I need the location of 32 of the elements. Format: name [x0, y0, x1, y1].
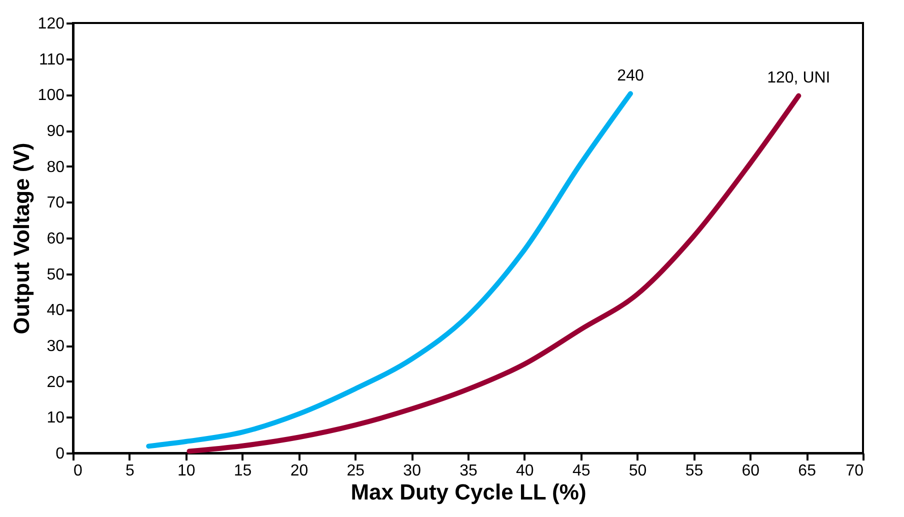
x-tick-label: 35	[460, 462, 478, 480]
y-tick-label: 120	[38, 16, 65, 32]
x-tick-label: 10	[177, 462, 196, 480]
y-tick-label: 30	[46, 338, 65, 355]
y-tick-label: 20	[46, 374, 65, 391]
series-label: 120, UNI	[767, 70, 830, 87]
x-tick-label: 70	[846, 462, 864, 480]
x-tick-label: 15	[234, 462, 252, 480]
x-tick-label: 5	[125, 462, 134, 480]
x-tick-label: 60	[742, 462, 760, 480]
y-tick-label: 90	[46, 123, 65, 140]
x-tick-label: 65	[798, 462, 816, 480]
y-tick-label: 60	[46, 230, 65, 248]
series-label: 240	[617, 68, 644, 85]
x-tick-label: 0	[74, 462, 82, 480]
y-axis-title: Output Voltage (V)	[8, 142, 34, 334]
x-tick-label: 55	[685, 462, 704, 480]
x-axis-title: Max Duty Cycle LL (%)	[350, 480, 586, 504]
x-tick-label: 20	[290, 462, 308, 480]
x-tick-label: 50	[628, 462, 647, 480]
x-tick-label: 30	[403, 462, 422, 480]
x-tick-label: 45	[572, 462, 590, 480]
y-tick-label: 70	[46, 194, 65, 212]
y-tick-label: 110	[38, 51, 65, 68]
y-tick-label: 80	[46, 158, 65, 176]
y-tick-label: 100	[38, 87, 65, 104]
y-tick-label: 40	[46, 302, 65, 320]
y-tick-label: 50	[46, 266, 65, 284]
x-tick-label: 25	[346, 462, 365, 480]
y-tick-label: 10	[46, 410, 65, 427]
y-tick-label: 0	[56, 446, 65, 462]
x-tick-label: 40	[516, 462, 534, 480]
